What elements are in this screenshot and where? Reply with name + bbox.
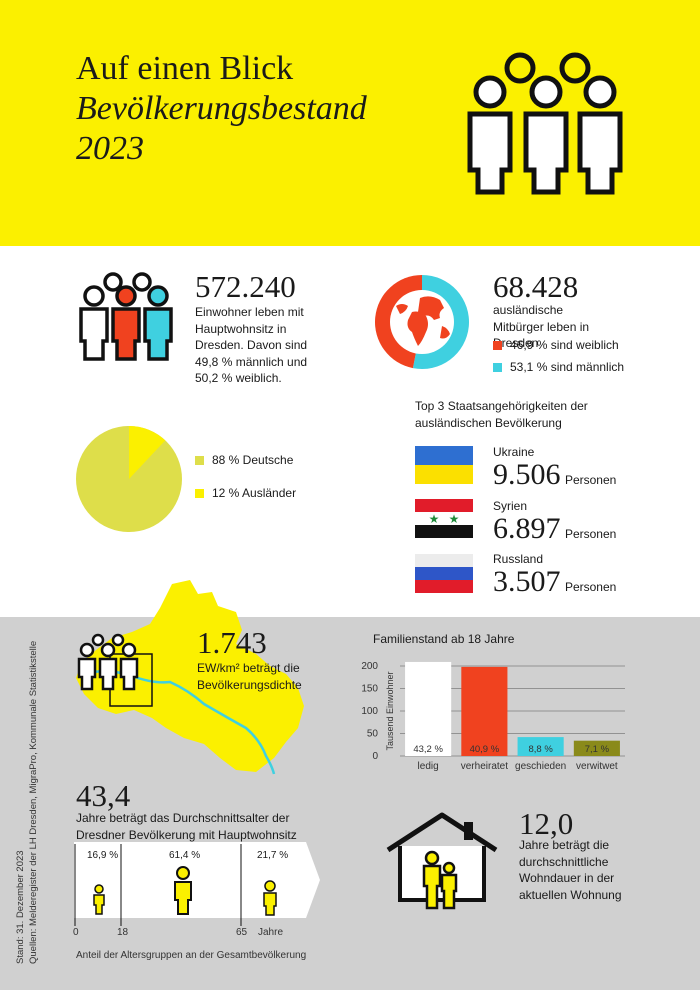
title-line-1: Auf einen Blick [76,50,294,87]
age-number: 43,4 [76,778,131,813]
y-tick-label: 50 [367,729,379,740]
top3-unit-2: Personen [564,527,617,541]
x-tick-label: geschieden [515,761,566,772]
y-tick-label: 100 [361,706,378,717]
german-swatch [195,456,204,466]
bar-data-label: 43,2 % [413,744,443,755]
x-tick-label: ledig [418,761,439,772]
population-text: Einwohner leben mit Hauptwohnsitz in Dre… [195,305,308,385]
y-tick-label: 0 [372,751,378,762]
nationality-pie-chart [76,426,182,532]
density-text: EW/km² beträgt die Bevölkerungsdichte [197,661,302,692]
age-tick-0: 0 [73,927,79,938]
top3-country-2: Syrien [493,499,528,513]
foreign-male-legend: 53,1 % sind männlich [493,359,624,376]
german-legend: 88 % Deutsche [195,452,293,469]
age-text: Jahre beträgt das Durchschnittsalter der… [76,811,297,842]
foreign-share-legend: 12 % Ausländer [195,485,296,502]
age-tick-18: 18 [117,927,129,938]
male-swatch [493,363,502,373]
bar-data-label: 40,9 % [470,744,500,755]
people-group-icon [467,52,623,195]
y-tick-label: 200 [361,661,378,672]
top3-value-2: 6.897 [493,512,561,545]
svg-text:★: ★ [429,512,440,526]
density-people-icon [77,633,139,691]
top3-value-3: 3.507 [493,565,561,598]
globe-gender-icon [375,275,470,369]
foreign-number: 68.428 [493,269,579,304]
syria-flag-icon: ★ ★ [415,499,473,538]
senior-figure-icon [263,880,277,916]
housing-text: Jahre beträgt die durchschnittliche Wohn… [519,838,622,902]
population-people-icon [79,272,173,361]
bar-geschieden [517,737,564,756]
russia-flag-icon [415,554,473,593]
title-line-2: Bevölkerungsbestand [76,90,367,127]
age-tick-65: 65 [236,927,248,938]
svg-text:★: ★ [449,512,460,526]
top3-country-3: Russland [493,552,544,566]
x-tick-label: verheiratet [461,761,508,772]
adult-figure-icon [174,866,192,915]
source-line-2: Quellen: Melderegister der LH Dresden, M… [28,640,39,964]
chart-title: Familienstand ab 18 Jahre [373,632,515,646]
age-group-2-share: 61,4 % [169,850,201,861]
top3-title: Top 3 Staatsangehörigkeiten der ausländi… [415,399,588,430]
age-group-diagram [74,842,320,926]
top3-unit-3: Personen [564,580,617,594]
bar-verheiratet [461,666,508,756]
female-swatch [493,341,502,351]
child-figure-icon [93,884,105,915]
age-caption: Anteil der Altersgruppen an der Gesamtbe… [76,950,307,961]
foreign-text: ausländische Mitbürger leben in Dresden [493,303,590,350]
age-tick-unit: Jahre [258,927,284,938]
age-group-3-share: 21,7 % [257,850,289,861]
density-number: 1.743 [197,625,267,660]
y-tick-label: 150 [361,684,378,695]
age-group-1-share: 16,9 % [87,850,119,861]
housing-number: 12,0 [519,806,574,841]
source-note: Stand: 31. Dezember 2023 Quellen: Melder… [14,624,40,964]
top3-country-1: Ukraine [493,445,535,459]
marital-status-bar-chart: 0 50 100 150 200 Tausend Einwohner 43,2 % ledig… [361,661,625,772]
source-line-1: Stand: 31. Dezember 2023 [15,850,26,964]
house-family-icon [386,812,498,910]
top3-row-2: 6.897 Personen [493,512,616,546]
top3-row-1: 9.506 Personen [493,458,616,492]
title-line-3: 2023 [76,130,144,167]
top3-row-3: 3.507 Personen [493,565,616,599]
bar-data-label: 7,1 % [585,744,610,755]
bar-verwitwet [573,740,620,756]
pie-slice-foreign [129,426,166,479]
top3-value-1: 9.506 [493,458,561,491]
bar-data-label: 8,8 % [528,744,553,755]
population-number: 572.240 [195,269,296,304]
foreign-share-swatch [195,489,204,499]
foreign-female-legend: 46,9 % sind weiblich [493,337,619,354]
bar-ledig [405,661,452,756]
top3-unit-1: Personen [564,473,617,487]
x-tick-label: verwitwet [576,761,618,772]
ukraine-flag-icon [415,446,473,484]
y-axis-label: Tausend Einwohner [385,671,395,750]
